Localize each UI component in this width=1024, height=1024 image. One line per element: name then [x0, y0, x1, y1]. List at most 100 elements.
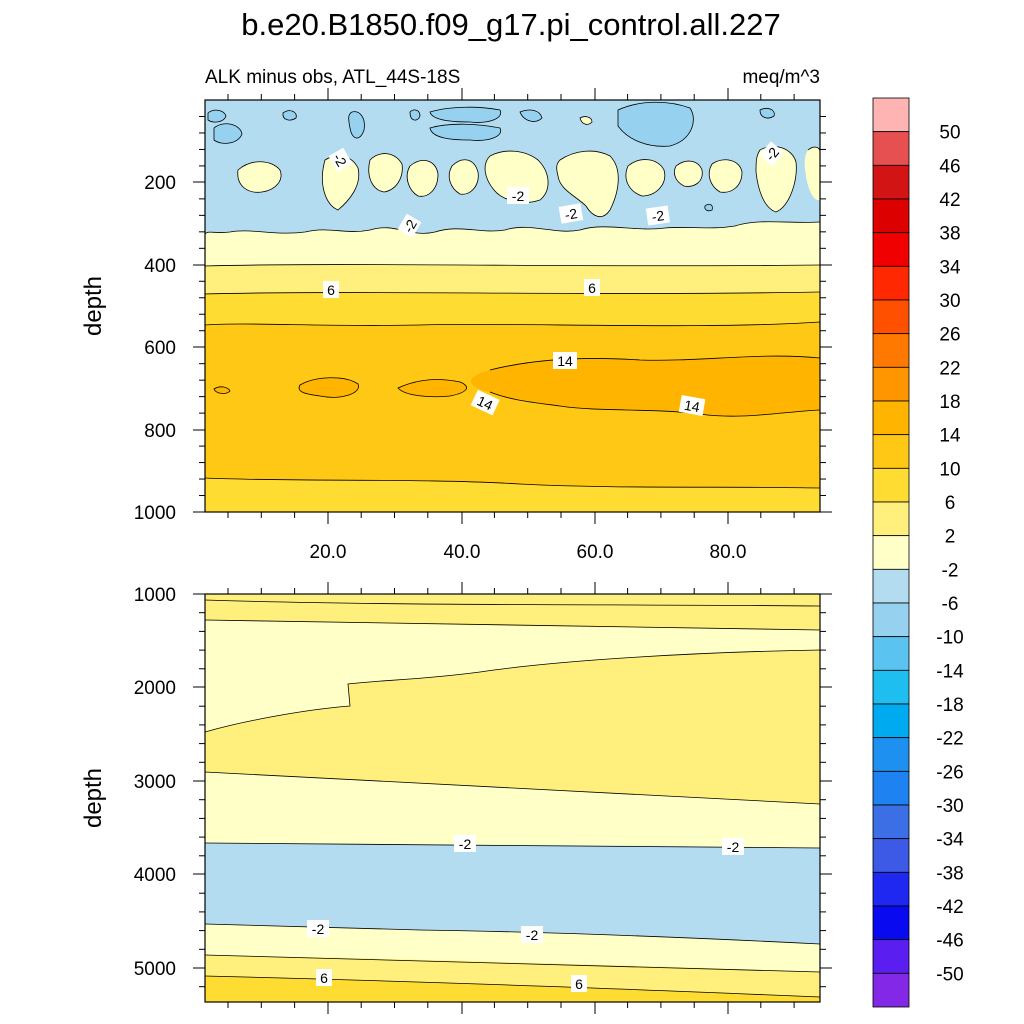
colorbar-label: 38 [939, 224, 960, 245]
lower-contour-labels: -2 -2 -2 -2 6 6 [307, 835, 744, 992]
lower-tick-marks [193, 582, 832, 1014]
colorbar-label: 22 [939, 358, 960, 379]
colorbar-swatch [872, 164, 910, 200]
lower-y-tick-labels: 1000 2000 3000 4000 5000 [134, 585, 176, 980]
y-tick-label: 400 [144, 256, 176, 277]
y-tick-label: 4000 [134, 865, 176, 886]
colorbar-label: -46 [936, 931, 963, 952]
colorbar-label: 2 [945, 527, 956, 548]
colorbar-label: -30 [936, 796, 963, 817]
x-tick-label: 20.0 [310, 542, 347, 563]
x-tick-label: 40.0 [444, 542, 481, 563]
contour-label: 14 [475, 392, 496, 413]
colorbar-label: 50 [939, 123, 960, 144]
y-tick-label: 1000 [134, 585, 176, 606]
lower-plot-frame [204, 593, 821, 1003]
y-tick-label: 200 [144, 173, 176, 194]
contour-label: -2 [512, 188, 525, 204]
lower-contour-fill [205, 594, 820, 1002]
colorbar-swatch [872, 333, 910, 368]
colorbar-label: -18 [936, 695, 963, 716]
colorbar-swatch [872, 198, 910, 234]
contour-label: 14 [557, 353, 573, 369]
colorbar-swatch [872, 131, 910, 166]
upper-x-tick-labels: 20.0 40.0 60.0 80.0 [310, 542, 747, 563]
colorbar-swatch [872, 97, 910, 133]
colorbar-swatch [872, 636, 910, 671]
colorbar-labels: 50 46 42 38 34 30 26 22 18 14 10 6 2 -2 -6 -10 -14 -18 -22… [936, 123, 964, 986]
upper-plot-frame [204, 99, 821, 513]
contour-label: 6 [320, 970, 328, 986]
contour-label: -2 [526, 927, 539, 943]
colorbar-swatch [872, 737, 910, 772]
colorbar-label: 46 [939, 156, 960, 177]
upper-contour-lines [205, 101, 820, 489]
y-tick-label: 5000 [134, 959, 176, 980]
colorbar-label: -26 [936, 762, 963, 783]
y-tick-label: 2000 [134, 678, 176, 699]
colorbar-swatch [872, 838, 910, 873]
colorbar-label: 26 [939, 325, 960, 346]
chart-title: b.e20.B1850.f09_g17.pi_control.all.227 [241, 7, 781, 42]
contour-label: 14 [683, 397, 701, 415]
colorbar-label: 30 [939, 291, 960, 312]
colorbar-swatch [872, 535, 910, 570]
colorbar-label: -34 [936, 830, 964, 851]
colorbar-swatch [872, 434, 910, 469]
lower-panel: -2 -2 -2 -2 6 6 1000 2000 3000 4000 5000… [80, 582, 832, 1014]
contour-label: -2 [459, 836, 472, 852]
upper-y-axis-label: depth [80, 276, 107, 336]
y-tick-label: 800 [144, 421, 176, 442]
contour-label: -2 [727, 839, 740, 855]
colorbar-swatch [872, 669, 910, 705]
colorbar-label: -6 [942, 594, 959, 615]
colorbar-label: -38 [936, 863, 963, 884]
colorbar-swatch [872, 299, 910, 335]
colorbar-swatch [872, 501, 910, 537]
colorbar-swatch [872, 602, 910, 638]
colorbar-swatch [872, 568, 910, 604]
upper-panel: -2 -2 -2 -2 -2 -2 6 6 14 14 14 200 400 6… [80, 88, 832, 563]
colorbar-label: 42 [939, 190, 960, 211]
colorbar-swatch [872, 400, 910, 436]
contour-label: -2 [563, 205, 578, 223]
y-tick-label: 600 [144, 338, 176, 359]
contour-label: 6 [327, 282, 335, 298]
left-subtitle: ALK minus obs, ATL_44S-18S [205, 67, 460, 88]
contour-label: -2 [312, 921, 325, 937]
colorbar-swatch [872, 905, 910, 941]
colorbar: 50 46 42 38 34 30 26 22 18 14 10 6 2 -2 -6 -10 -14 -18 -22… [872, 97, 964, 1008]
y-tick-label: 3000 [134, 772, 176, 793]
colorbar-label: 34 [939, 257, 961, 278]
right-subtitle: meq/m^3 [742, 67, 820, 88]
colorbar-swatch [872, 265, 910, 301]
upper-tick-marks [193, 88, 832, 524]
x-tick-label: 80.0 [710, 542, 747, 563]
colorbar-label: -50 [936, 964, 963, 985]
upper-contour-labels: -2 -2 -2 -2 -2 -2 6 6 14 14 14 [323, 141, 784, 416]
colorbar-label: 18 [939, 392, 960, 413]
upper-y-tick-labels: 200 400 600 800 1000 [134, 173, 176, 524]
colorbar-swatch [872, 871, 910, 907]
contour-label: 6 [575, 976, 583, 992]
colorbar-swatch [872, 972, 910, 1008]
contour-label: 6 [588, 280, 596, 296]
colorbar-swatch [872, 939, 910, 974]
colorbar-label: -2 [942, 560, 959, 581]
colorbar-swatch [872, 703, 910, 739]
lower-y-axis-label: depth [80, 768, 107, 828]
colorbar-label: -14 [936, 661, 964, 682]
colorbar-swatch [872, 467, 910, 503]
colorbar-swatches [872, 97, 910, 1008]
contour-label: -2 [651, 207, 666, 225]
colorbar-swatch [872, 770, 910, 806]
colorbar-label: 6 [945, 493, 956, 514]
upper-contour-fill [205, 100, 820, 512]
colorbar-label: -10 [936, 628, 963, 649]
colorbar-label: 10 [939, 459, 960, 480]
colorbar-swatch [872, 232, 910, 267]
colorbar-swatch [872, 366, 910, 402]
colorbar-label: 14 [939, 426, 961, 447]
colorbar-label: -42 [936, 897, 963, 918]
